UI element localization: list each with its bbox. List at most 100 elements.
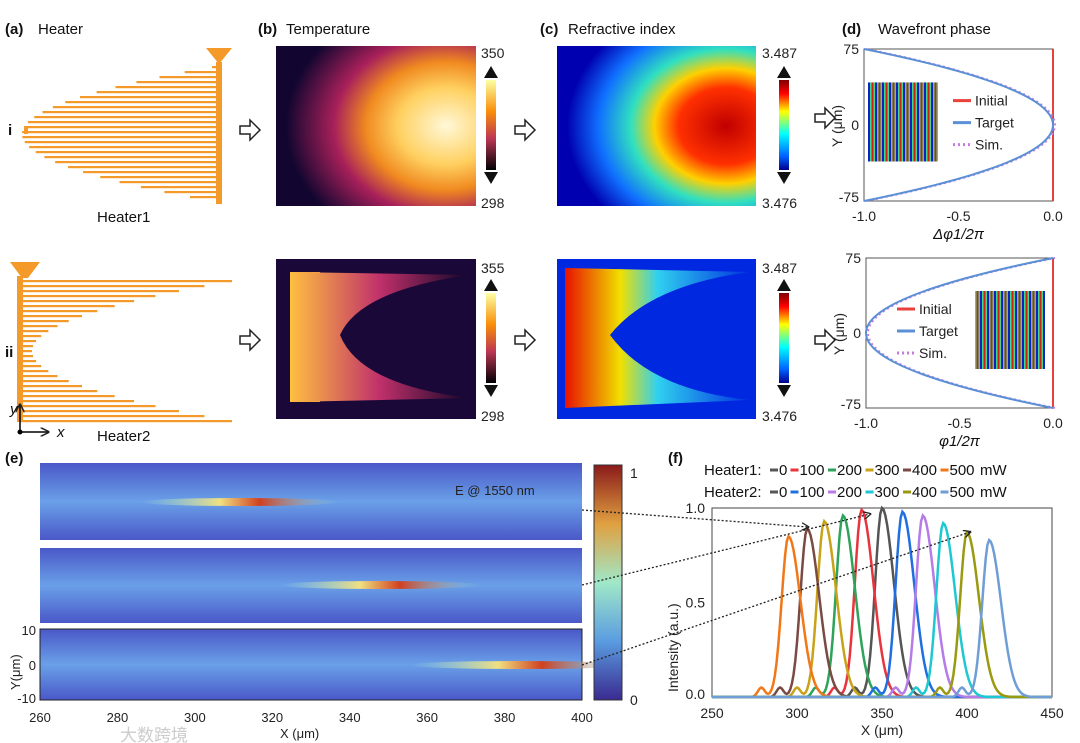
x-tick: 0.0	[1043, 415, 1063, 431]
field-annotation: E @ 1550 nm	[455, 483, 535, 498]
field-xticks: 260 280 300 320 340 360 380 400	[29, 710, 593, 725]
heater-finger	[29, 146, 220, 149]
field-beam-1	[140, 498, 340, 506]
watermark: 大数跨境	[120, 726, 188, 743]
heater-finger	[20, 280, 232, 283]
heater-finger	[22, 131, 221, 134]
legend-label: Initial	[919, 301, 952, 317]
heater-finger	[164, 191, 220, 194]
legend-label: 400	[912, 462, 937, 479]
y-tick: 1.0	[686, 500, 706, 516]
y-tick: 75	[845, 250, 861, 266]
heater-finger	[212, 66, 220, 69]
heater-finger	[20, 345, 34, 348]
heater-finger	[68, 166, 220, 169]
x-tick: 320	[261, 710, 283, 725]
heater-finger	[20, 400, 135, 403]
heater-finger	[34, 116, 221, 119]
legend-label: 0	[779, 462, 787, 479]
heater-finger	[140, 186, 220, 189]
legend-label: 100	[800, 484, 825, 501]
legend-label: 200	[837, 484, 862, 501]
heater-contact	[10, 262, 40, 278]
legend-row-label: Heater2:	[704, 484, 762, 501]
temperature-bottom-min: 298	[481, 408, 505, 424]
legend-label: 500	[950, 484, 975, 501]
heater-finger	[20, 420, 232, 423]
heater-finger	[44, 156, 220, 159]
heater-finger	[20, 380, 69, 383]
field-colorbar-min: 0	[630, 692, 638, 708]
right-arrow-icon	[239, 328, 262, 352]
heater-finger	[65, 101, 221, 104]
heater-finger	[20, 395, 115, 398]
x-tick: 350	[870, 705, 894, 721]
heater-finger	[184, 71, 220, 74]
x-axis-label: Δφ1/2π	[932, 226, 985, 243]
series-target	[863, 48, 1054, 202]
heater-finger	[100, 176, 220, 179]
heater-finger	[20, 415, 205, 418]
row-ii-label: ii	[5, 344, 13, 361]
x-axis-label: X (μm)	[861, 722, 903, 738]
right-arrow-icon	[814, 106, 837, 130]
heater-spine	[17, 276, 23, 422]
legend-label: Sim.	[919, 345, 947, 361]
temperature-colorbar-top	[484, 66, 498, 184]
x-tick: 380	[494, 710, 516, 725]
legend-label: 300	[875, 484, 900, 501]
x-tick: 260	[29, 710, 51, 725]
panel-b-tag: (b)	[258, 21, 277, 38]
x-tick: 400	[571, 710, 593, 725]
x-tick: 400	[955, 705, 979, 721]
x-tick: 0.0	[1043, 208, 1063, 224]
heater-finger	[20, 405, 156, 408]
field-beam-2	[280, 581, 480, 589]
field-colorbar-max: 1	[630, 465, 638, 481]
heater-finger	[20, 355, 34, 358]
heater-finger	[24, 141, 220, 144]
heater-finger	[96, 91, 220, 94]
y-axis-label: Y (μm)	[829, 105, 845, 147]
axis-x-label: x	[56, 424, 65, 441]
heater-finger	[20, 330, 49, 333]
temperature-bottom-gradient	[290, 272, 470, 402]
heater1-diagram	[22, 48, 232, 204]
heater-finger	[28, 121, 221, 124]
heater-finger	[20, 315, 82, 318]
heater-finger	[79, 96, 220, 99]
heater-finger	[20, 410, 179, 413]
heater2-label: Heater2	[97, 428, 150, 445]
legend-label: 300	[875, 462, 900, 479]
wavefront-inset	[975, 291, 1045, 369]
y-tick: 0	[851, 117, 859, 133]
heater-finger	[20, 350, 32, 353]
plot-frame	[863, 48, 1054, 202]
series-target	[865, 257, 1054, 409]
connector-arrows	[581, 509, 970, 666]
panel-d-tag: (d)	[842, 21, 861, 38]
wavefront-plot-top: -1.0 -0.5 0.0 75 0 -75 Y (μm) Δφ1/2π Initial Targ…	[829, 41, 1063, 243]
panel-b-title: Temperature	[286, 21, 370, 38]
x-tick: 300	[184, 710, 206, 725]
heater-finger	[83, 171, 220, 174]
x-tick: 280	[107, 710, 129, 725]
refractive-bottom-max: 3.487	[762, 260, 797, 276]
legend-unit: mW	[980, 462, 1007, 479]
temperature-bottom-max: 355	[481, 260, 505, 276]
panel-a-tag: (a)	[5, 21, 23, 38]
field-maps	[39, 463, 630, 701]
legend-row-label: Heater1:	[704, 462, 762, 479]
y-tick: 75	[843, 41, 859, 57]
temperature-top-min: 298	[481, 195, 505, 211]
x-tick: 450	[1040, 705, 1064, 721]
x-tick: 360	[416, 710, 438, 725]
x-axis-label: φ1/2π	[939, 433, 981, 450]
field-ytick: 10	[22, 623, 36, 638]
y-tick: 0	[853, 325, 861, 341]
y-tick: -75	[841, 396, 861, 412]
heater-finger	[20, 370, 49, 373]
legend-label: Sim.	[975, 137, 1003, 153]
heater-finger	[119, 181, 220, 184]
